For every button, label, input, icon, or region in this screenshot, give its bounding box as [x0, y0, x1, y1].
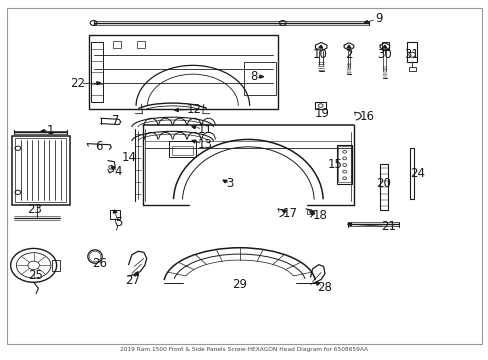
Text: 10: 10: [312, 48, 326, 61]
Polygon shape: [259, 75, 263, 78]
Text: 26: 26: [92, 257, 107, 270]
Polygon shape: [113, 210, 117, 213]
Bar: [315, 102, 325, 109]
Bar: [137, 41, 145, 48]
Bar: [381, 42, 388, 50]
Bar: [91, 42, 103, 102]
Bar: [12, 136, 69, 205]
Text: 19: 19: [314, 107, 329, 120]
Text: 15: 15: [327, 158, 342, 171]
Bar: [112, 41, 121, 48]
Polygon shape: [41, 130, 45, 132]
Text: 6: 6: [95, 140, 103, 153]
Bar: [408, 67, 415, 71]
Bar: [171, 145, 192, 156]
Polygon shape: [281, 210, 285, 213]
Polygon shape: [382, 45, 386, 48]
Text: 1: 1: [46, 124, 54, 137]
Text: 29: 29: [232, 278, 247, 291]
Bar: [89, 35, 278, 109]
Text: 9: 9: [374, 12, 382, 25]
Polygon shape: [347, 223, 351, 226]
Text: 16: 16: [359, 110, 373, 123]
Text: 27: 27: [124, 274, 140, 287]
Polygon shape: [315, 282, 319, 285]
Text: 14: 14: [122, 150, 137, 163]
Polygon shape: [364, 21, 368, 23]
Polygon shape: [318, 45, 322, 48]
Text: 11: 11: [197, 123, 212, 136]
Text: 31: 31: [403, 48, 418, 61]
Polygon shape: [191, 140, 196, 143]
Polygon shape: [174, 109, 178, 112]
Bar: [244, 62, 275, 95]
Polygon shape: [97, 82, 101, 85]
Polygon shape: [191, 126, 196, 129]
Bar: [52, 260, 61, 271]
Bar: [306, 210, 313, 213]
Text: 4: 4: [115, 165, 122, 178]
Text: 13: 13: [197, 138, 212, 151]
Bar: [407, 42, 416, 62]
Text: 12: 12: [187, 103, 202, 116]
Bar: [169, 141, 195, 157]
Bar: [409, 148, 413, 199]
Text: 21: 21: [380, 220, 395, 233]
Polygon shape: [223, 180, 227, 183]
Polygon shape: [135, 272, 138, 275]
Text: 18: 18: [312, 210, 326, 222]
Text: 25: 25: [28, 270, 43, 283]
Text: 22: 22: [70, 77, 85, 90]
Bar: [16, 138, 66, 202]
Bar: [336, 145, 351, 184]
Polygon shape: [309, 212, 313, 214]
Text: 7: 7: [112, 113, 120, 126]
Text: 2: 2: [345, 48, 352, 61]
Text: 5: 5: [115, 216, 122, 229]
Text: 23: 23: [27, 203, 42, 216]
Text: 17: 17: [282, 207, 297, 220]
Text: 3: 3: [226, 177, 233, 190]
Bar: [379, 164, 387, 210]
Text: 8: 8: [250, 70, 257, 83]
Text: 28: 28: [317, 281, 332, 294]
Bar: [338, 146, 350, 183]
Bar: [110, 210, 120, 219]
Polygon shape: [346, 45, 350, 48]
Polygon shape: [111, 167, 115, 170]
Text: 2019 Ram 1500 Front & Side Panels Screw-HEXAGON Head Diagram for 6508659AA: 2019 Ram 1500 Front & Side Panels Screw-…: [120, 347, 368, 352]
Text: 20: 20: [375, 177, 390, 190]
Text: 30: 30: [377, 48, 391, 61]
Text: 24: 24: [409, 167, 425, 180]
